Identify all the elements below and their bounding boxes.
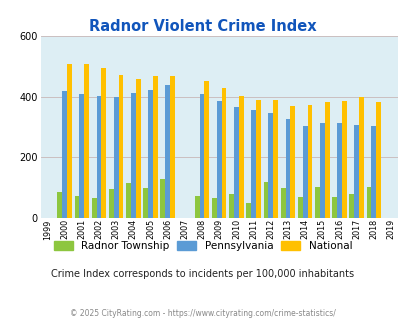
Bar xyxy=(290,107,294,218)
Bar xyxy=(165,85,170,218)
Text: Radnor Violent Crime Index: Radnor Violent Crime Index xyxy=(89,19,316,34)
Bar xyxy=(349,194,354,218)
Bar xyxy=(233,107,238,218)
Bar xyxy=(246,203,251,218)
Bar xyxy=(143,188,148,218)
Bar xyxy=(229,194,233,218)
Bar xyxy=(366,187,371,218)
Bar xyxy=(375,102,380,218)
Bar xyxy=(96,96,101,218)
Bar xyxy=(75,196,79,218)
Bar xyxy=(216,101,221,218)
Bar xyxy=(84,63,89,218)
Bar xyxy=(109,189,113,218)
Bar xyxy=(331,197,336,218)
Bar xyxy=(285,119,290,218)
Bar xyxy=(371,126,375,218)
Bar xyxy=(319,123,324,218)
Bar xyxy=(238,96,243,218)
Bar xyxy=(263,182,268,218)
Text: Crime Index corresponds to incidents per 100,000 inhabitants: Crime Index corresponds to incidents per… xyxy=(51,269,354,279)
Bar xyxy=(256,100,260,218)
Bar xyxy=(204,81,209,218)
Bar xyxy=(118,75,123,218)
Bar xyxy=(160,179,165,218)
Bar xyxy=(273,100,277,218)
Bar xyxy=(148,90,153,218)
Bar xyxy=(92,198,96,218)
Bar xyxy=(135,79,140,218)
Legend: Radnor Township, Pennsylvania, National: Radnor Township, Pennsylvania, National xyxy=(51,238,354,254)
Text: © 2025 CityRating.com - https://www.cityrating.com/crime-statistics/: © 2025 CityRating.com - https://www.city… xyxy=(70,309,335,318)
Bar xyxy=(194,196,199,218)
Bar xyxy=(297,197,302,218)
Bar xyxy=(358,97,363,218)
Bar xyxy=(170,76,175,218)
Bar xyxy=(221,88,226,218)
Bar xyxy=(153,76,158,218)
Bar xyxy=(268,113,273,218)
Bar xyxy=(62,91,67,218)
Bar xyxy=(79,94,84,218)
Bar xyxy=(302,126,307,218)
Bar xyxy=(126,183,131,218)
Bar xyxy=(307,105,311,218)
Bar xyxy=(131,93,135,218)
Bar xyxy=(251,110,256,218)
Bar xyxy=(280,188,285,218)
Bar xyxy=(211,198,216,218)
Bar xyxy=(336,123,341,218)
Bar xyxy=(314,187,319,218)
Bar xyxy=(354,125,358,218)
Bar xyxy=(324,102,329,218)
Bar xyxy=(101,68,106,218)
Bar xyxy=(199,94,204,218)
Bar xyxy=(57,192,62,218)
Bar xyxy=(67,63,72,218)
Bar xyxy=(113,97,118,218)
Bar xyxy=(341,101,346,218)
